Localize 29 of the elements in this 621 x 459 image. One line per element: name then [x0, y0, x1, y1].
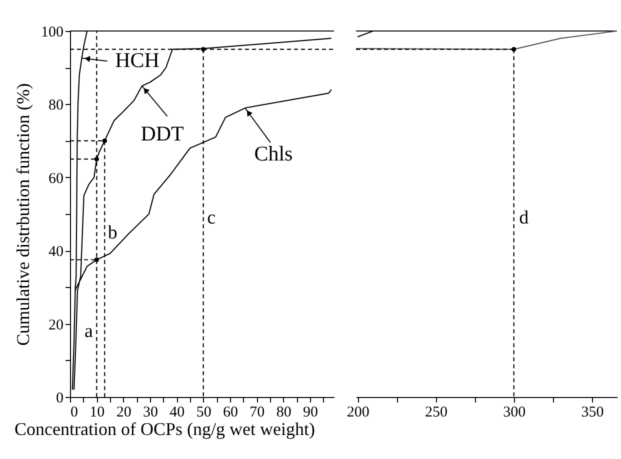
y-axis-title: Cumulative distrbution function (%)	[13, 83, 33, 346]
x-tick-label: 50	[196, 404, 212, 420]
x-tick-label: 200	[346, 404, 370, 420]
y-tick-label: 60	[48, 170, 64, 187]
annotation: d	[519, 208, 530, 229]
x-tick-label: 300	[503, 404, 526, 420]
x-tick-label: 40	[170, 404, 185, 420]
annotation: DDT	[140, 121, 184, 146]
x-tick-label: 350	[581, 404, 604, 420]
y-tick-label: 80	[48, 98, 64, 114]
y-tick-label: 20	[48, 317, 64, 334]
annotation: a	[84, 321, 94, 342]
x-tick-label: 80	[276, 404, 292, 420]
x-tick-label: 30	[143, 404, 158, 420]
x-tick-label: 0	[70, 404, 78, 420]
y-tick-label: 0	[56, 390, 64, 406]
annotation: Chls	[254, 142, 293, 166]
annotation: c	[207, 208, 216, 229]
x-axis-title: Concentration of OCPs (ng/g wet weight)	[14, 419, 315, 439]
x-tick-label: 90	[303, 404, 318, 420]
x-tick-label: 20	[116, 404, 132, 420]
annotation: HCH	[115, 48, 160, 72]
annotation: b	[108, 222, 118, 244]
x-tick-label: 250	[424, 404, 448, 420]
x-tick-label: 70	[250, 404, 265, 420]
y-tick-label: 40	[48, 244, 64, 260]
x-tick-label: 60	[223, 404, 238, 420]
x-tick-label: 10	[90, 404, 105, 420]
y-tick-label: 100	[41, 24, 64, 40]
